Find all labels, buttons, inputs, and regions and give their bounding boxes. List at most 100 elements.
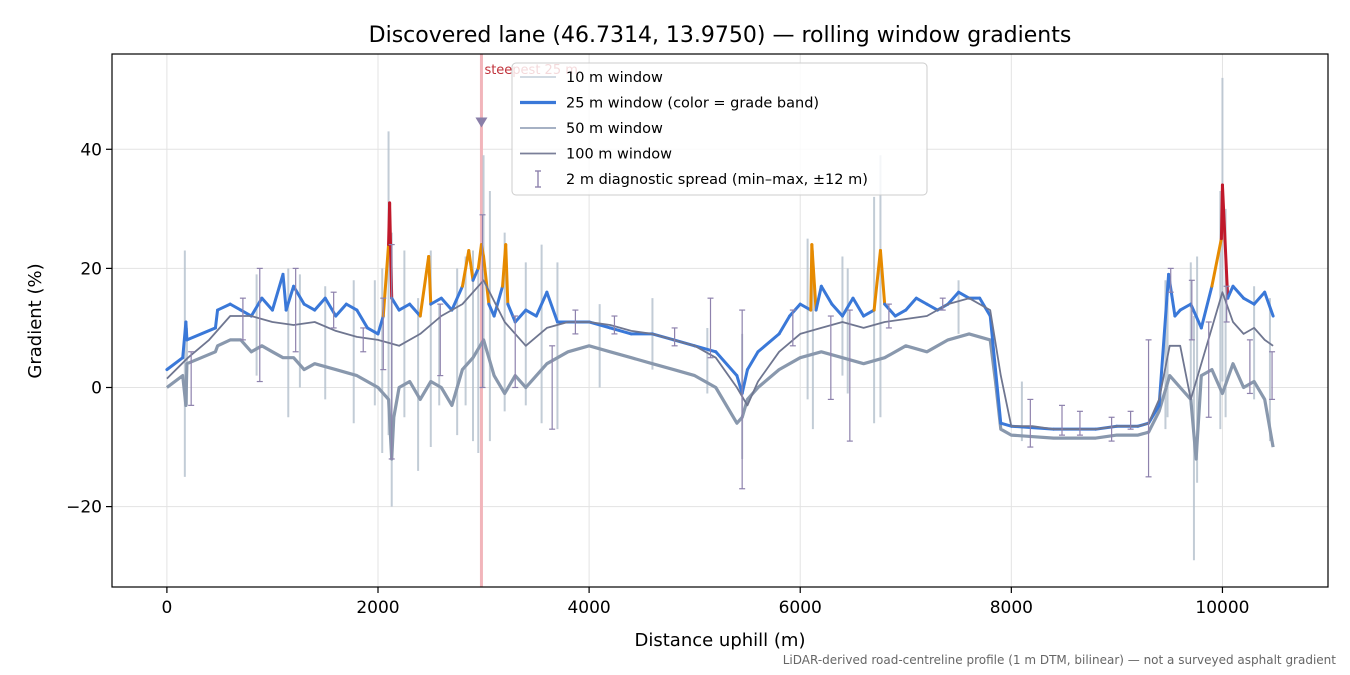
series-25m-segment bbox=[534, 290, 549, 318]
errorbar bbox=[1076, 410, 1083, 436]
errorbar bbox=[1205, 321, 1212, 418]
series-25m-segment bbox=[165, 356, 185, 372]
series-25m-segment bbox=[460, 249, 471, 288]
legend: 10 m window 25 m window (color = grade ba… bbox=[511, 62, 928, 196]
errorbar bbox=[360, 327, 367, 353]
errorbar bbox=[1145, 339, 1152, 478]
errorbar bbox=[1246, 339, 1253, 395]
series-25m-segment bbox=[957, 290, 971, 300]
legend-label: 50 m window bbox=[566, 121, 663, 137]
errorbar bbox=[256, 267, 263, 383]
errorbar bbox=[549, 345, 556, 430]
y-tick-label: 0 bbox=[91, 378, 102, 398]
errorbar bbox=[939, 297, 946, 311]
series-25m-segment bbox=[213, 308, 220, 330]
plot-frame bbox=[111, 53, 1329, 588]
chart-title: Discovered lane (46.7314, 13.9750) — rol… bbox=[369, 23, 1072, 48]
series-25m-segment bbox=[427, 254, 433, 306]
series-25m-segment bbox=[376, 314, 385, 336]
series-25m-segment bbox=[524, 308, 538, 318]
errorbar bbox=[1223, 285, 1230, 323]
series-25m-segment bbox=[745, 350, 760, 372]
series-25m-segment bbox=[429, 296, 443, 306]
series-25m-segment bbox=[185, 326, 217, 342]
series-25m-segment bbox=[1189, 302, 1203, 330]
legend-entry: 50 m window bbox=[520, 121, 663, 137]
legend-label: 10 m window bbox=[566, 70, 663, 86]
errorbar bbox=[671, 327, 678, 347]
legend-entry: 100 m window bbox=[520, 147, 672, 163]
series-25m-segment bbox=[504, 243, 510, 306]
errorbar bbox=[437, 303, 444, 377]
series-25m-segment bbox=[365, 326, 380, 336]
series-25m-segment bbox=[756, 332, 781, 354]
errorbar bbox=[1059, 404, 1065, 436]
series-25m-segment bbox=[851, 296, 866, 318]
series-25m-segment bbox=[819, 284, 834, 306]
series-25m-segment bbox=[334, 302, 348, 318]
series-25m-segment bbox=[872, 249, 882, 312]
series-25m-segment bbox=[1199, 284, 1214, 330]
errorbar bbox=[572, 309, 579, 335]
legend-entry: 10 m window bbox=[520, 70, 663, 86]
errorbar bbox=[1127, 410, 1134, 430]
series-25m-segment bbox=[1242, 296, 1256, 306]
series-25m-segment bbox=[714, 350, 739, 378]
series-25m-segment bbox=[925, 302, 939, 312]
x-tick-label: 6000 bbox=[779, 598, 822, 618]
errorbar bbox=[292, 267, 299, 353]
series-25m-segment bbox=[862, 308, 876, 318]
series-25m-segment bbox=[471, 266, 480, 282]
series-25m-segment bbox=[1231, 284, 1246, 300]
series-25m-segment bbox=[482, 254, 491, 306]
x-tick-label: 10000 bbox=[1195, 598, 1249, 618]
series-25m-segment bbox=[313, 296, 327, 312]
y-tick-label: −20 bbox=[66, 498, 102, 518]
series-25m-segment bbox=[408, 302, 422, 318]
series-25m-segment bbox=[904, 296, 918, 312]
series-25m-segment bbox=[1252, 290, 1267, 306]
x-tick-label: 8000 bbox=[990, 598, 1033, 618]
errorbar bbox=[512, 315, 519, 389]
series-25m-segment bbox=[344, 302, 359, 312]
errorbar bbox=[1108, 416, 1115, 442]
series-25m-segment bbox=[184, 320, 189, 342]
series-25m-segment bbox=[810, 243, 818, 312]
errorbar bbox=[1188, 279, 1195, 341]
x-tick-label: 2000 bbox=[356, 598, 399, 618]
series-25m-segment bbox=[1178, 302, 1193, 312]
steepest-marker-triangle bbox=[475, 117, 488, 128]
errorbar bbox=[611, 315, 618, 335]
series-25m-segment bbox=[1167, 272, 1177, 318]
errorbar bbox=[330, 291, 337, 329]
axes: 0 2000 4000 6000 8000 10000 −20 0 20 40 bbox=[66, 53, 1329, 618]
errorbar bbox=[479, 214, 486, 389]
errorbar bbox=[239, 297, 246, 341]
series-25m-segment bbox=[284, 284, 296, 312]
series-25m-segment bbox=[450, 284, 464, 312]
errorbar bbox=[707, 297, 714, 359]
errorbar bbox=[739, 309, 746, 490]
series-25m-segment bbox=[777, 314, 792, 336]
series-25m-segment bbox=[946, 290, 961, 306]
series-25m-segment bbox=[281, 272, 288, 312]
y-tick-label: 40 bbox=[80, 140, 102, 160]
errorbar bbox=[380, 297, 387, 371]
series-25m-segment bbox=[840, 296, 855, 318]
series-25m-segment bbox=[228, 302, 243, 312]
series-25m-segment bbox=[467, 249, 475, 282]
legend-label: 2 m diagnostic spread (min–max, ±12 m) bbox=[566, 172, 868, 188]
errorbar bbox=[1027, 398, 1034, 448]
legend-label: 100 m window bbox=[566, 147, 672, 163]
series-25m-segment bbox=[381, 243, 391, 318]
series-25m-segment bbox=[814, 284, 823, 312]
x-tick-label: 0 bbox=[161, 598, 172, 618]
series-25m-segment bbox=[513, 308, 528, 324]
series-25m-segment bbox=[883, 302, 897, 318]
x-axis-label: Distance uphill (m) bbox=[635, 630, 806, 651]
series-25m-segment bbox=[1226, 284, 1235, 300]
series-25m-segment bbox=[999, 421, 1013, 428]
series-25m-segment bbox=[1220, 183, 1230, 300]
legend-entry: 25 m window (color = grade band) bbox=[520, 96, 819, 112]
